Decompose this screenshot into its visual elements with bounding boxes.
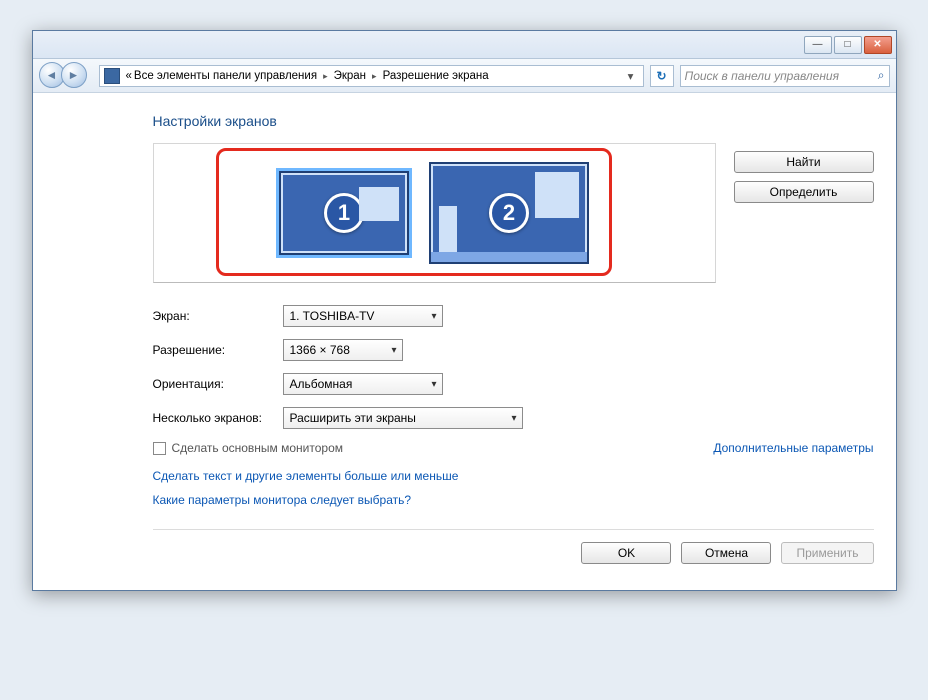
multiple-displays-dropdown[interactable]: Расширить эти экраны	[283, 407, 523, 429]
row-resolution: Разрешение: 1366 × 768	[153, 339, 874, 361]
identify-button[interactable]: Определить	[734, 181, 874, 203]
close-button[interactable]: ✕	[864, 36, 892, 54]
minimize-button[interactable]: —	[804, 36, 832, 54]
footer-divider	[153, 529, 874, 530]
advanced-settings-link[interactable]: Дополнительные параметры	[713, 441, 873, 455]
nav-forward-button[interactable]: ►	[61, 62, 87, 88]
apply-button[interactable]: Применить	[781, 542, 873, 564]
monitor-deco-icon	[439, 206, 457, 258]
monitor-1[interactable]: 1	[279, 171, 409, 255]
refresh-button[interactable]: ↻	[650, 65, 674, 87]
label-screen: Экран:	[153, 309, 283, 323]
monitor-2[interactable]: 2	[429, 162, 589, 264]
row-screen: Экран: 1. TOSHIBA-TV	[153, 305, 874, 327]
label-multiple: Несколько экранов:	[153, 411, 283, 425]
nav-back-forward: ◄ ►	[39, 62, 93, 90]
maximize-button[interactable]: □	[834, 36, 862, 54]
scale-text-link[interactable]: Сделать текст и другие элементы больше и…	[153, 469, 874, 483]
navigation-bar: ◄ ► « Все элементы панели управления Экр…	[33, 59, 896, 93]
side-buttons: Найти Определить	[734, 151, 874, 203]
display-preview-row: 1 2 Найти Определить	[153, 143, 874, 283]
make-primary-checkbox[interactable]	[153, 442, 166, 455]
make-primary-label: Сделать основным монитором	[172, 441, 344, 455]
search-placeholder: Поиск в панели управления	[685, 69, 840, 83]
label-orientation: Ориентация:	[153, 377, 283, 391]
address-bar[interactable]: « Все элементы панели управления Экран Р…	[99, 65, 644, 87]
breadcrumb-all-items[interactable]: Все элементы панели управления	[134, 70, 317, 82]
label-resolution: Разрешение:	[153, 343, 283, 357]
which-settings-link[interactable]: Какие параметры монитора следует выбрать…	[153, 493, 874, 507]
breadcrumb-resolution[interactable]: Разрешение экрана	[383, 70, 489, 82]
settings-form: Экран: 1. TOSHIBA-TV Разрешение: 1366 × …	[153, 305, 874, 429]
make-primary-wrap: Сделать основным монитором	[153, 441, 344, 455]
page-title: Настройки экранов	[153, 113, 874, 129]
ok-button[interactable]: OK	[581, 542, 671, 564]
row-orientation: Ориентация: Альбомная	[153, 373, 874, 395]
search-icon: ⌕	[878, 68, 885, 83]
breadcrumb-sep-icon	[319, 70, 332, 82]
breadcrumb-sep-icon	[368, 70, 381, 82]
cancel-button[interactable]: Отмена	[681, 542, 771, 564]
breadcrumb-display[interactable]: Экран	[334, 70, 366, 82]
help-links: Сделать текст и другие элементы больше и…	[153, 469, 874, 507]
find-button[interactable]: Найти	[734, 151, 874, 173]
content-area: Настройки экранов 1 2 Найти Определить	[33, 93, 896, 590]
row-multiple: Несколько экранов: Расширить эти экраны	[153, 407, 874, 429]
monitor-badge-2: 2	[489, 193, 529, 233]
address-dropdown-icon[interactable]: ▾	[623, 69, 639, 83]
monitor-badge-1: 1	[324, 193, 364, 233]
screen-resolution-window: — □ ✕ ◄ ► « Все элементы панели управлен…	[32, 30, 897, 591]
options-row: Сделать основным монитором Дополнительны…	[153, 441, 874, 455]
display-preview-box[interactable]: 1 2	[153, 143, 716, 283]
orientation-dropdown[interactable]: Альбомная	[283, 373, 443, 395]
breadcrumb-prefix: «	[126, 70, 132, 82]
screen-dropdown[interactable]: 1. TOSHIBA-TV	[283, 305, 443, 327]
monitor-taskbar-icon	[431, 252, 587, 262]
search-input[interactable]: Поиск в панели управления ⌕	[680, 65, 890, 87]
footer-buttons: OK Отмена Применить	[153, 542, 874, 564]
control-panel-icon	[104, 68, 120, 84]
resolution-dropdown[interactable]: 1366 × 768	[283, 339, 403, 361]
monitor-deco-icon	[359, 187, 399, 221]
monitor-deco-icon	[535, 172, 579, 218]
titlebar: — □ ✕	[33, 31, 896, 59]
